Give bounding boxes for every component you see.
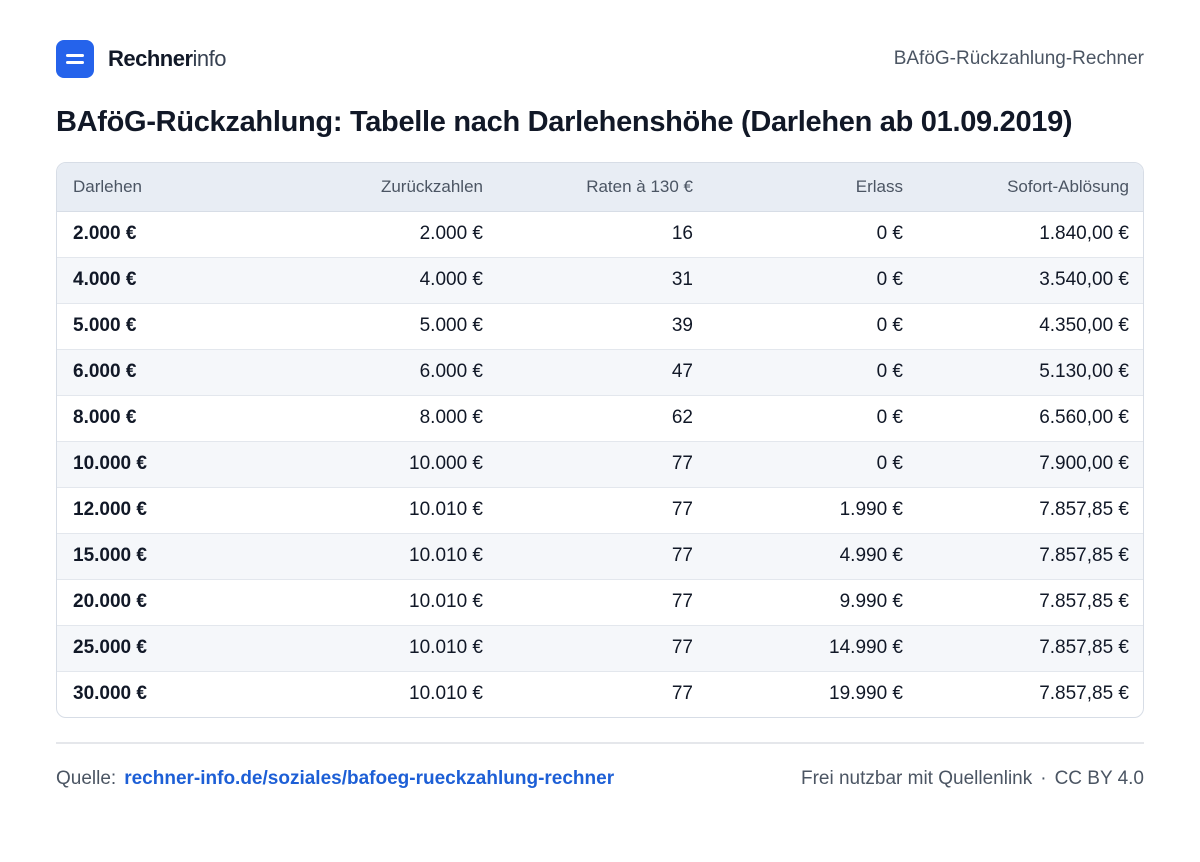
table-row: 5.000 €5.000 €39 0 €4.350,00 €	[57, 303, 1143, 350]
cell-raten: 77	[671, 683, 693, 705]
cell-zurueckzahlen: 10.010 €	[267, 487, 499, 534]
cell-darlehen: 2.000 €	[57, 211, 267, 258]
cell-raten: 16	[499, 211, 709, 258]
cell-sofort-abloesung: 3.540,00 €	[919, 257, 1143, 304]
page-header: Rechnerinfo BAföG-Rückzahlung-Rechner	[56, 40, 1144, 78]
cell-raten: 77	[499, 441, 709, 488]
cell-erlass: 0 €	[709, 441, 919, 488]
cell-darlehen: 10.000 €	[57, 441, 267, 488]
cell-raten: 31	[499, 257, 709, 304]
cell-darlehen: 20.000 €	[57, 579, 267, 626]
cell-zurueckzahlen: 4.000 €	[267, 257, 499, 304]
equals-icon	[56, 40, 94, 78]
cell-zurueckzahlen: 2.000 €	[267, 211, 499, 258]
cell-darlehen: 30.000 €	[73, 683, 147, 705]
source-label: Quelle:	[56, 768, 117, 789]
cell-sofort-abloesung: 6.560,00 €	[919, 395, 1143, 442]
cell-erlass: 4.990 €	[709, 533, 919, 580]
brand-logo[interactable]: Rechnerinfo	[56, 40, 227, 78]
cell-zurueckzahlen: 6.000 €	[267, 349, 499, 396]
footer-divider	[56, 742, 1144, 744]
cell-sofort-abloesung: 1.840,00 €	[919, 211, 1143, 258]
cell-darlehen: 4.000 €	[57, 257, 267, 304]
cell-sofort-abloesung: 7.857,85 €	[919, 487, 1143, 534]
column-header-darlehen: Darlehen	[57, 163, 267, 212]
license-separator: ·	[1040, 768, 1047, 789]
cell-zurueckzahlen: 5.000 €	[267, 303, 499, 350]
cell-zurueckzahlen: 10.000 €	[267, 441, 499, 488]
cell-darlehen: 12.000 €	[57, 487, 267, 534]
cell-raten: 47	[499, 349, 709, 396]
column-header-erlass: Erlass	[709, 163, 919, 212]
repayment-table-card: Darlehen Zurückzahlen Raten à 130 € Erla…	[56, 162, 1144, 718]
cell-zurueckzahlen: 10.010 €	[267, 579, 499, 626]
cell-sofort-abloesung: 7.857,85 €	[919, 579, 1143, 626]
table-row: 20.000 €10.010 €77 9.990 €7.857,85 €	[57, 579, 1143, 626]
repayment-table: Darlehen Zurückzahlen Raten à 130 € Erla…	[57, 163, 1143, 717]
cell-darlehen: 25.000 €	[57, 625, 267, 672]
cell-erlass: 14.990 €	[709, 625, 919, 672]
column-header-sofort-abloesung: Sofort-Ablösung	[919, 163, 1143, 212]
column-header-zurueckzahlen: Zurückzahlen	[267, 163, 499, 212]
cell-erlass: 0 €	[709, 257, 919, 304]
table-row: 30.000 € 10.010 € 77 19.990 € 7.857,85 €	[57, 671, 1143, 717]
cell-sofort-abloesung: 5.130,00 €	[919, 349, 1143, 396]
cell-raten: 77	[499, 533, 709, 580]
cell-zurueckzahlen: 8.000 €	[267, 395, 499, 442]
cell-zurueckzahlen: 10.010 €	[409, 683, 483, 705]
table-row: 2.000 €2.000 €16 0 €1.840,00 €	[57, 211, 1143, 258]
cell-raten: 77	[499, 579, 709, 626]
cell-darlehen: 15.000 €	[57, 533, 267, 580]
cell-raten: 77	[499, 625, 709, 672]
cell-sofort-abloesung: 7.857,85 €	[919, 533, 1143, 580]
calculator-name: BAföG-Rückzahlung-Rechner	[893, 48, 1144, 69]
brand-name-bold: Rechner	[108, 46, 193, 71]
cell-sofort-abloesung: 7.900,00 €	[919, 441, 1143, 488]
table-row: 6.000 €6.000 €47 0 €5.130,00 €	[57, 349, 1143, 396]
cell-erlass: 0 €	[709, 349, 919, 396]
table-row: 15.000 €10.010 €77 4.990 €7.857,85 €	[57, 533, 1143, 580]
cell-sofort-abloesung: 4.350,00 €	[919, 303, 1143, 350]
cell-darlehen: 8.000 €	[57, 395, 267, 442]
column-header-raten: Raten à 130 €	[499, 163, 709, 212]
page-title: BAföG-Rückzahlung: Tabelle nach Darlehen…	[56, 106, 1073, 138]
table-row: 8.000 €8.000 €62 0 €6.560,00 €	[57, 395, 1143, 442]
cell-darlehen: 5.000 €	[57, 303, 267, 350]
license-text: Frei nutzbar mit Quellenlink	[800, 768, 1033, 789]
cell-sofort-abloesung: 7.857,85 €	[919, 625, 1143, 672]
cell-erlass: 19.990 €	[829, 683, 903, 705]
license-name: CC BY 4.0	[1054, 768, 1144, 789]
brand-name: Rechnerinfo	[108, 46, 227, 72]
table-row: 10.000 €10.000 €77 0 €7.900,00 €	[57, 441, 1143, 488]
source-link[interactable]: rechner-info.de/soziales/bafoeg-rueckzah…	[124, 768, 615, 789]
table-row: 12.000 €10.010 €77 1.990 €7.857,85 €	[57, 487, 1143, 534]
table-header-row: Darlehen Zurückzahlen Raten à 130 € Erla…	[57, 163, 1143, 212]
cell-erlass: 0 €	[709, 303, 919, 350]
cell-erlass: 0 €	[709, 211, 919, 258]
cell-zurueckzahlen: 10.010 €	[267, 625, 499, 672]
cell-raten: 62	[499, 395, 709, 442]
cell-sofort-abloesung: 7.857,85 €	[1039, 683, 1129, 705]
table-row: 4.000 €4.000 €31 0 €3.540,00 €	[57, 257, 1143, 304]
brand-name-light: info	[192, 46, 227, 71]
cell-erlass: 9.990 €	[709, 579, 919, 626]
page-footer: Quelle: rechner-info.de/soziales/bafoeg-r…	[56, 768, 1144, 790]
license-info: Frei nutzbar mit Quellenlink · CC BY 4.0	[801, 768, 1144, 790]
cell-raten: 77	[499, 487, 709, 534]
source-citation: Quelle: rechner-info.de/soziales/bafoeg-r…	[56, 768, 614, 790]
cell-erlass: 1.990 €	[709, 487, 919, 534]
cell-erlass: 0 €	[709, 395, 919, 442]
cell-raten: 39	[499, 303, 709, 350]
cell-darlehen: 6.000 €	[57, 349, 267, 396]
cell-zurueckzahlen: 10.010 €	[267, 533, 499, 580]
table-row: 25.000 €10.010 €77 14.990 €7.857,85 €	[57, 625, 1143, 672]
